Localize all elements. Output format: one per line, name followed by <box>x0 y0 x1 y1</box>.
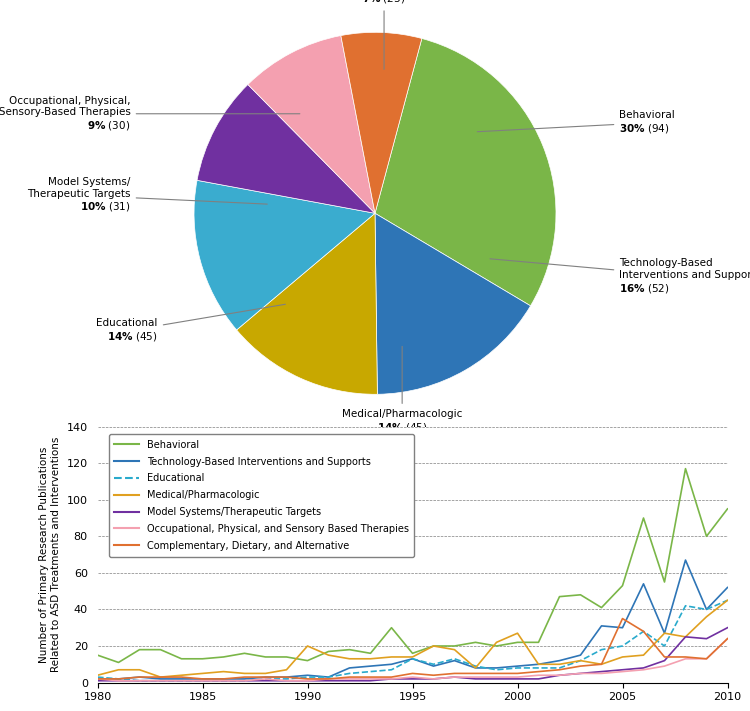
Text: Complementary,
Dietary, and Alternative
$\bf{7\%}$ (23): Complementary, Dietary, and Alternative … <box>321 0 447 70</box>
Wedge shape <box>197 85 375 213</box>
Text: Medical/Pharmacologic
$\bf{14\%}$ (45): Medical/Pharmacologic $\bf{14\%}$ (45) <box>342 346 462 434</box>
Wedge shape <box>194 181 375 330</box>
Y-axis label: Number of Primary Research Publications
Related to ASD Treatments and Interventi: Number of Primary Research Publications … <box>40 437 61 673</box>
Wedge shape <box>248 36 375 213</box>
Legend: Behavioral, Technology-Based Interventions and Supports, Educational, Medical/Ph: Behavioral, Technology-Based Interventio… <box>109 434 415 557</box>
Wedge shape <box>236 213 377 395</box>
Text: Occupational, Physical,
and Sensory-Based Therapies
$\bf{9\%}$ (30): Occupational, Physical, and Sensory-Base… <box>0 95 300 132</box>
Text: Technology-Based
Interventions and Supports
$\bf{16\%}$ (52): Technology-Based Interventions and Suppo… <box>490 258 750 295</box>
Wedge shape <box>375 38 556 306</box>
Text: Behavioral
$\bf{30\%}$ (94): Behavioral $\bf{30\%}$ (94) <box>477 110 675 135</box>
Wedge shape <box>340 32 422 213</box>
Text: Model Systems/
Therapeutic Targets
$\bf{10\%}$ (31): Model Systems/ Therapeutic Targets $\bf{… <box>27 177 267 213</box>
Text: Educational
$\bf{14\%}$ (45): Educational $\bf{14\%}$ (45) <box>97 304 286 343</box>
Wedge shape <box>375 213 530 395</box>
